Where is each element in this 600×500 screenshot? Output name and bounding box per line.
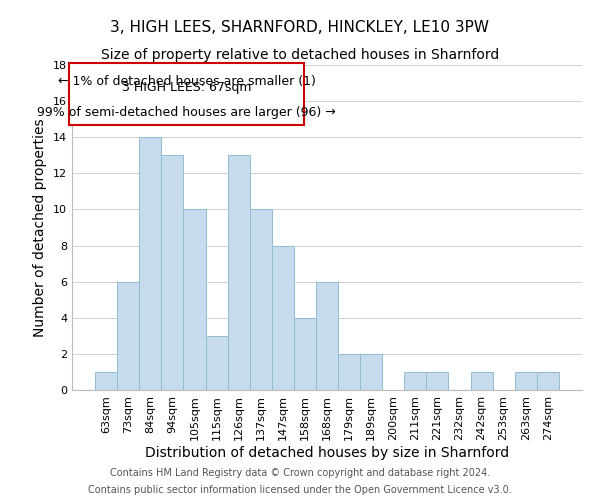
Bar xyxy=(161,156,184,390)
Bar xyxy=(250,210,272,390)
Bar xyxy=(95,372,117,390)
Bar xyxy=(427,372,448,390)
Bar xyxy=(139,137,161,390)
Bar xyxy=(206,336,227,390)
Text: 3, HIGH LEES, SHARNFORD, HINCKLEY, LE10 3PW: 3, HIGH LEES, SHARNFORD, HINCKLEY, LE10 … xyxy=(110,20,490,35)
Text: ← 1% of detached houses are smaller (1): ← 1% of detached houses are smaller (1) xyxy=(58,74,316,88)
Bar xyxy=(338,354,360,390)
X-axis label: Distribution of detached houses by size in Sharnford: Distribution of detached houses by size … xyxy=(145,446,509,460)
Bar xyxy=(117,282,139,390)
Text: Contains HM Land Registry data © Crown copyright and database right 2024.: Contains HM Land Registry data © Crown c… xyxy=(110,468,490,477)
Bar xyxy=(470,372,493,390)
Bar xyxy=(404,372,427,390)
FancyBboxPatch shape xyxy=(70,64,304,125)
Bar xyxy=(537,372,559,390)
Bar xyxy=(227,156,250,390)
Bar xyxy=(316,282,338,390)
Bar xyxy=(184,210,206,390)
Text: Contains public sector information licensed under the Open Government Licence v3: Contains public sector information licen… xyxy=(88,485,512,495)
Y-axis label: Number of detached properties: Number of detached properties xyxy=(34,118,47,337)
Bar xyxy=(515,372,537,390)
Bar xyxy=(272,246,294,390)
Text: 3 HIGH LEES: 67sqm: 3 HIGH LEES: 67sqm xyxy=(122,82,251,94)
Bar xyxy=(360,354,382,390)
Text: Size of property relative to detached houses in Sharnford: Size of property relative to detached ho… xyxy=(101,48,499,62)
Text: 99% of semi-detached houses are larger (96) →: 99% of semi-detached houses are larger (… xyxy=(37,106,336,118)
Bar xyxy=(294,318,316,390)
